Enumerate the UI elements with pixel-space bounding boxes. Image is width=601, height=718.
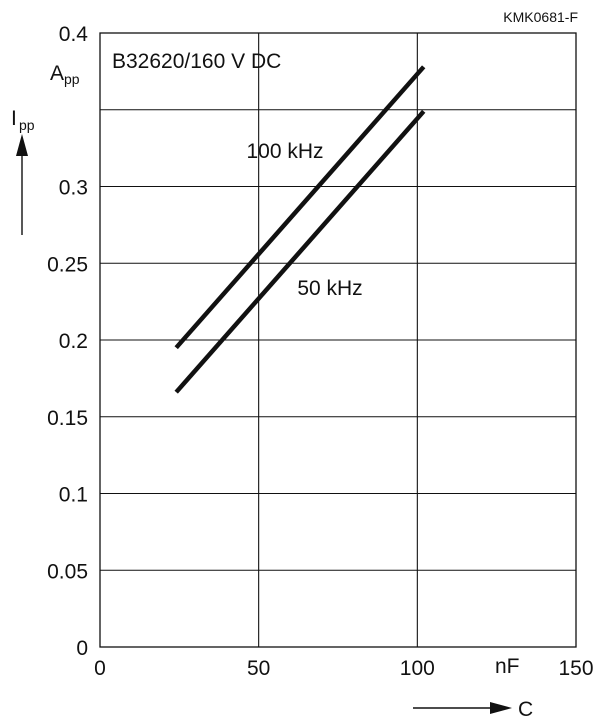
y-label-main: I [11,107,17,130]
x-tick-label: 100 [400,657,435,680]
x-unit: nF [495,655,520,678]
x-tick-labels: 0 50 100 150 [94,657,593,680]
series-group: 100 kHz 50 kHz [174,65,426,394]
chart-title: B32620/160 V DC [112,50,281,73]
x-label: C [518,698,533,718]
y-label-sub: pp [19,117,35,133]
y-tick-label: 0.15 [47,407,88,430]
y-tick-label: 0.1 [59,484,88,507]
grid [100,33,576,647]
y-unit-sub: pp [64,71,80,87]
y-tick-label: 0 [76,637,88,660]
y-tick-label: 0.2 [59,330,88,353]
plot-frame [99,32,577,648]
y-tick-label: 0.05 [47,560,88,583]
x-tick-label: 150 [558,657,593,680]
y-axis-arrow [16,134,28,235]
y-tick-labels: 0 0.05 0.1 0.15 0.2 0.25 0.3 0.4 [47,23,88,660]
x-axis-arrow [413,702,512,714]
x-tick-label: 50 [247,657,270,680]
x-tick-label: 0 [94,657,106,680]
series-label: 50 kHz [297,277,362,300]
series-line [174,109,426,394]
doc-code: KMK0681-F [503,9,578,25]
y-unit-main: A [50,62,64,85]
series-line [174,65,426,350]
series-label: 100 kHz [246,140,323,163]
y-tick-label: 0.3 [59,177,88,200]
y-tick-label: 0.4 [59,23,89,46]
y-tick-label: 0.25 [47,253,88,276]
